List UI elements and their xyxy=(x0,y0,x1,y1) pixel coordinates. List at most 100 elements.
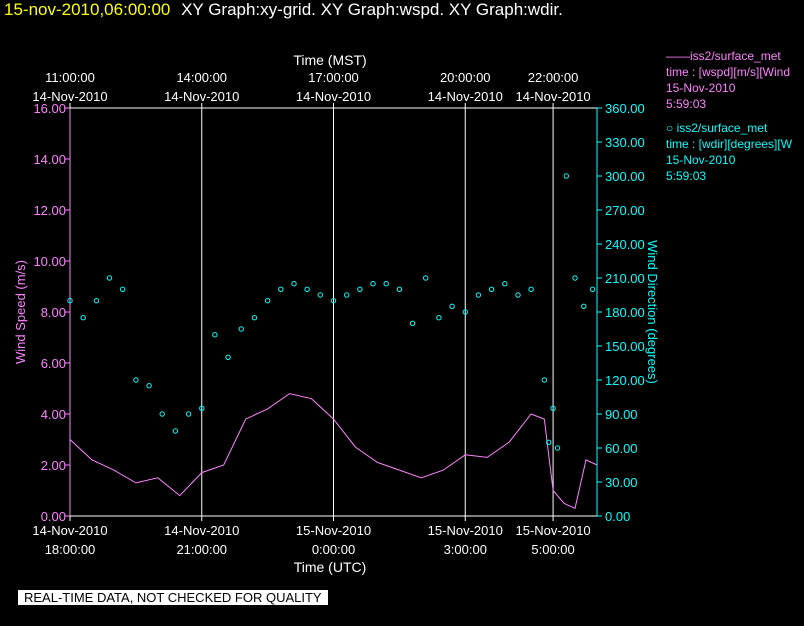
wdir-point xyxy=(120,286,126,292)
wdir-point xyxy=(133,377,139,383)
right-tick-label: 150.00 xyxy=(605,339,645,354)
wdir-series xyxy=(67,173,596,451)
wdir-point xyxy=(185,411,192,417)
right-tick-label: 90.00 xyxy=(605,407,638,422)
bottom-tick-date: 15-Nov-2010 xyxy=(428,523,503,538)
wdir-point xyxy=(212,332,218,338)
quality-disclaimer: REAL-TIME DATA, NOT CHECKED FOR QUALITY xyxy=(18,590,328,605)
legend-wspd-line3: 15-Nov-2010 xyxy=(666,81,736,95)
wdir-point xyxy=(67,298,73,304)
top-tick-date: 14-Nov-2010 xyxy=(516,89,591,104)
right-tick-label: 240.00 xyxy=(605,237,645,252)
wspd-series xyxy=(69,393,598,510)
left-tick-label: 4.00 xyxy=(41,407,66,422)
wdir-point xyxy=(199,405,205,411)
wdir-point xyxy=(106,275,113,281)
legend-wdir-line4: 5:59:03 xyxy=(666,169,707,183)
right-tick-label: 120.00 xyxy=(605,373,645,388)
left-tick-label: 2.00 xyxy=(41,458,66,473)
legend-wdir-line3: 15-Nov-2010 xyxy=(666,153,736,167)
left-axis-title: Wind Speed (m/s) xyxy=(13,260,28,364)
wdir-point xyxy=(409,320,416,326)
top-axis-title: Time (MST) xyxy=(293,52,366,68)
wdir-point xyxy=(225,354,231,360)
legend-wspd-line2: time : [wspd][m/s][Wind xyxy=(666,65,791,79)
wspd-line xyxy=(69,393,598,510)
right-tick-label: 330.00 xyxy=(605,135,645,150)
left-tick-label: 16.00 xyxy=(33,101,66,116)
wdir-point xyxy=(238,326,245,332)
right-tick-label: 270.00 xyxy=(605,203,645,218)
right-tick-label: 300.00 xyxy=(605,169,645,184)
legend-wspd-line1: ——iss2/surface_met xyxy=(666,49,781,63)
wdir-point xyxy=(159,411,165,417)
wdir-point xyxy=(278,286,284,292)
top-tick-date: 14-Nov-2010 xyxy=(428,89,503,104)
top-tick-time: 20:00:00 xyxy=(440,70,491,85)
wdir-point xyxy=(528,286,534,292)
left-tick-label: 8.00 xyxy=(41,305,66,320)
wdir-point xyxy=(475,292,482,298)
bottom-tick-time: 0:00:00 xyxy=(312,542,355,557)
wdir-point xyxy=(554,445,561,451)
bottom-tick-date: 14-Nov-2010 xyxy=(32,523,107,538)
left-tick-label: 10.00 xyxy=(33,254,66,269)
wdir-point xyxy=(546,439,552,445)
legend-wspd-line4: 5:59:03 xyxy=(666,97,707,111)
wdir-point xyxy=(572,275,578,281)
right-axis-ticks: 0.00 30.00 60.00 90.00 120.00 150.00 180.00 210… xyxy=(597,101,645,524)
wdir-point xyxy=(436,315,442,321)
wdir-point xyxy=(423,275,429,281)
wdir-point xyxy=(449,303,455,309)
wdir-point xyxy=(396,286,403,292)
right-tick-label: 180.00 xyxy=(605,305,645,320)
wdir-point xyxy=(515,292,521,298)
wdir-point xyxy=(589,286,596,292)
right-tick-label: 210.00 xyxy=(605,271,645,286)
wdir-point xyxy=(172,428,179,434)
wdir-point xyxy=(550,405,556,411)
wdir-point xyxy=(462,309,468,315)
wdir-point xyxy=(330,298,337,304)
wdir-point xyxy=(251,315,258,321)
bottom-tick-date: 15-Nov-2010 xyxy=(296,523,371,538)
bottom-axis-title: Time (UTC) xyxy=(294,559,367,575)
bottom-tick-date: 15-Nov-2010 xyxy=(516,523,591,538)
wdir-point xyxy=(541,377,547,383)
top-tick-time: 22:00:00 xyxy=(528,70,579,85)
legend-wdir-line2: time : [wdir][degrees][W xyxy=(666,137,793,151)
wdir-point xyxy=(581,303,587,309)
legend-wdir: ○ iss2/surface_met time : [wdir][degrees… xyxy=(666,120,792,184)
legend-wspd: ——iss2/surface_met time : [wspd][m/s][Wi… xyxy=(666,48,790,112)
top-tick-time: 17:00:00 xyxy=(308,70,359,85)
wdir-point xyxy=(502,281,508,287)
left-tick-label: 14.00 xyxy=(33,152,66,167)
wdir-point xyxy=(370,281,376,287)
bottom-tick-date: 14-Nov-2010 xyxy=(164,523,239,538)
top-tick-time: 14:00:00 xyxy=(176,70,227,85)
header-titles: XY Graph:xy-grid. XY Graph:wspd. XY Grap… xyxy=(181,0,563,19)
right-tick-label: 360.00 xyxy=(605,101,645,116)
vertical-grid xyxy=(201,108,554,516)
top-tick-time: 11:00:00 xyxy=(45,70,95,85)
top-tick-date: 14-Nov-2010 xyxy=(164,89,239,104)
wdir-point xyxy=(317,292,323,298)
right-tick-label: 0.00 xyxy=(605,509,630,524)
wdir-point xyxy=(291,281,297,287)
wdir-point xyxy=(264,298,271,304)
bottom-tick-time: 18:00:00 xyxy=(45,542,96,557)
wdir-point xyxy=(80,315,86,321)
left-tick-label: 6.00 xyxy=(41,356,66,371)
legend-wdir-line1: ○ iss2/surface_met xyxy=(666,121,768,135)
right-tick-label: 30.00 xyxy=(605,475,638,490)
wdir-point xyxy=(344,292,350,298)
wdir-point xyxy=(93,298,100,304)
header: 15-nov-2010,06:00:00 XY Graph:xy-grid. X… xyxy=(4,0,563,20)
wdir-point xyxy=(304,286,310,292)
wdir-point xyxy=(383,281,389,287)
wdir-point xyxy=(146,383,152,389)
top-axis-ticks: 11:00:00 14-Nov-2010 14:00:00 14-Nov-2010 17… xyxy=(32,70,591,108)
wdir-point xyxy=(563,173,569,179)
wdir-point xyxy=(357,286,363,292)
